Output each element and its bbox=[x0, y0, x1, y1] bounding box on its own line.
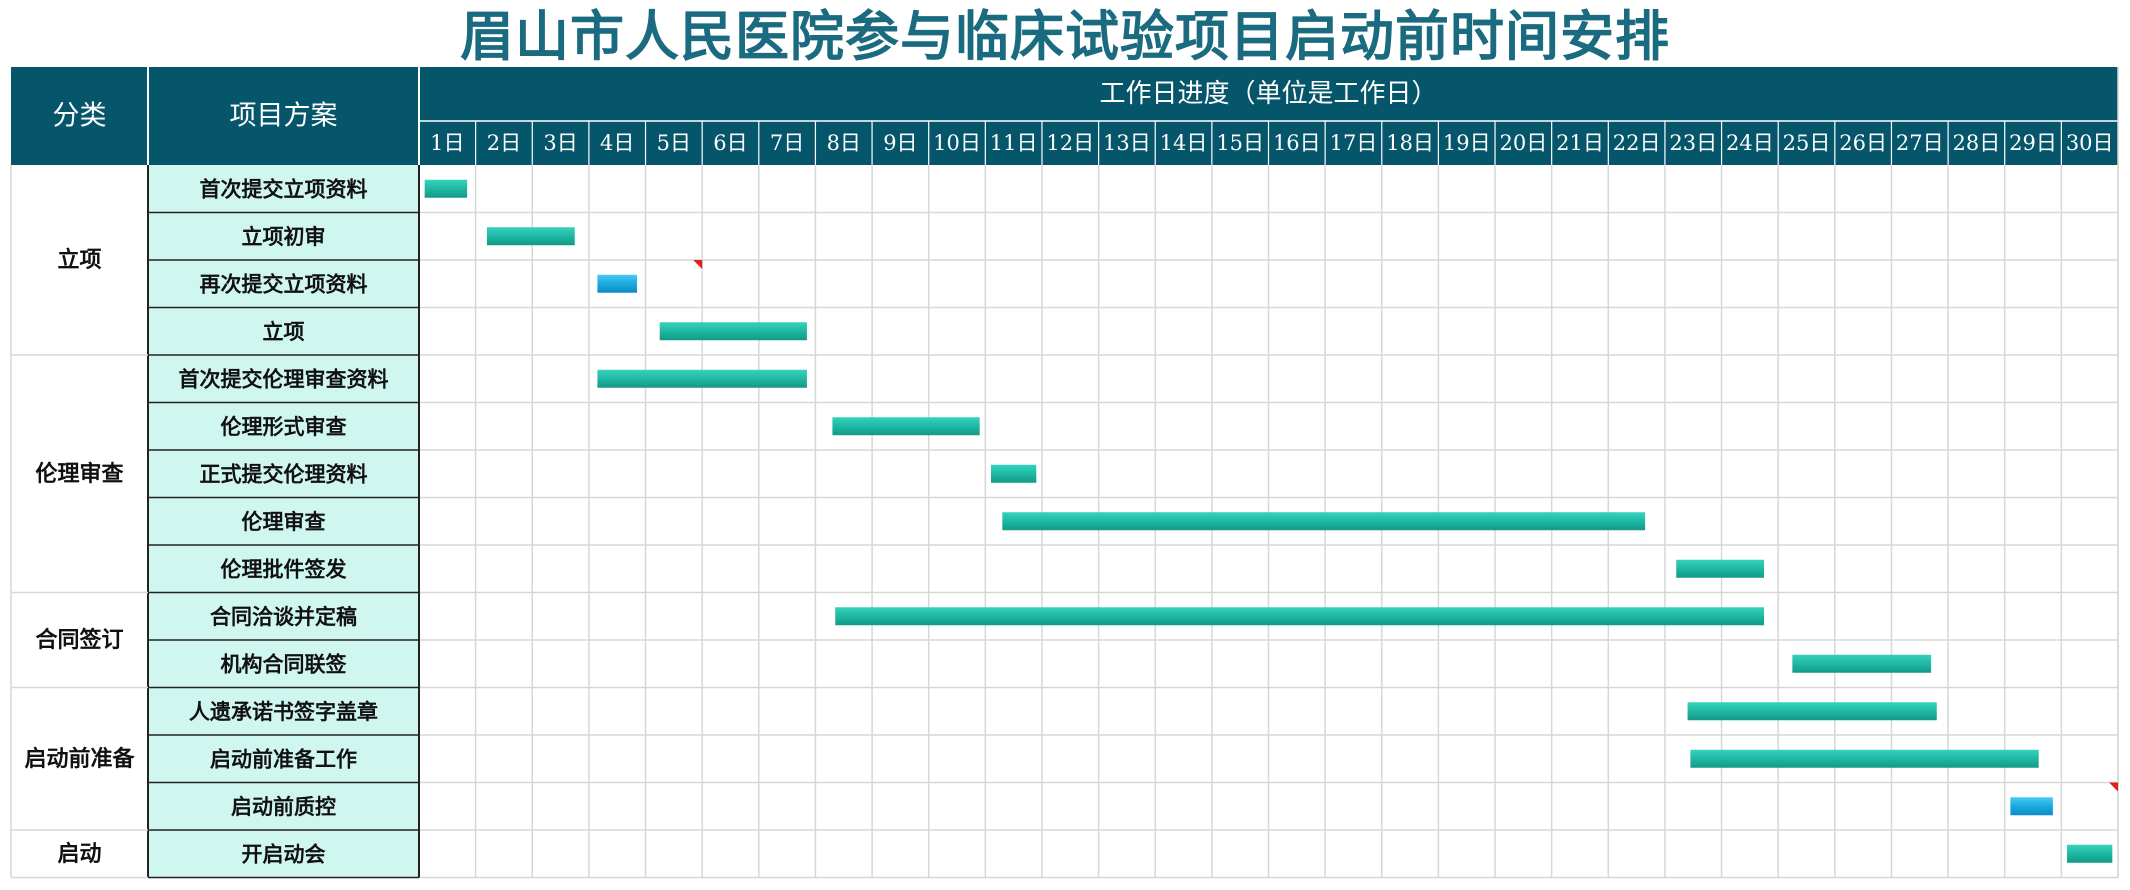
task-bar bbox=[1002, 512, 1646, 531]
category-label: 伦理审查 bbox=[35, 461, 123, 487]
day-label: 23日 bbox=[1669, 131, 1717, 155]
day-label: 6日 bbox=[713, 131, 747, 155]
day-label: 16日 bbox=[1273, 131, 1321, 155]
comment-marker bbox=[693, 260, 703, 269]
day-label: 2日 bbox=[487, 131, 521, 155]
day-label: 14日 bbox=[1160, 131, 1208, 155]
task-bar bbox=[659, 322, 807, 341]
timeline-header: 工作日进度（单位是工作日） bbox=[1099, 79, 1437, 109]
day-label: 11日 bbox=[990, 131, 1038, 155]
day-label: 25日 bbox=[1783, 131, 1831, 155]
category-label: 合同签订 bbox=[35, 627, 123, 653]
task-label: 启动前准备工作 bbox=[210, 746, 357, 771]
task-label: 首次提交伦理审查资料 bbox=[179, 366, 389, 391]
task-bar bbox=[486, 227, 575, 246]
task-header: 项目方案 bbox=[230, 101, 338, 132]
day-label: 24日 bbox=[1726, 131, 1774, 155]
task-bar bbox=[1687, 702, 1937, 721]
category-label: 启动前准备 bbox=[24, 746, 135, 772]
day-label: 5日 bbox=[657, 131, 691, 155]
day-label: 12日 bbox=[1046, 131, 1094, 155]
task-bar bbox=[1792, 654, 1932, 673]
task-label: 机构合同联签 bbox=[221, 651, 348, 676]
day-label: 8日 bbox=[827, 131, 861, 155]
comment-marker bbox=[2109, 782, 2118, 792]
task-label: 伦理批件签发 bbox=[221, 556, 348, 581]
day-label: 17日 bbox=[1330, 131, 1378, 155]
page-title: 眉山市人民医院参与临床试验项目启动前时间安排 bbox=[460, 4, 1670, 68]
task-bar bbox=[832, 417, 980, 436]
day-label: 4日 bbox=[600, 131, 634, 155]
task-bar bbox=[597, 274, 638, 293]
task-bar bbox=[424, 179, 468, 198]
header-background bbox=[11, 67, 2118, 165]
task-bar bbox=[2067, 844, 2113, 863]
task-bar bbox=[597, 369, 807, 388]
task-bar bbox=[835, 607, 1765, 626]
day-label: 3日 bbox=[543, 131, 577, 155]
task-label: 启动前质控 bbox=[231, 794, 336, 819]
day-label: 7日 bbox=[770, 131, 804, 155]
day-label: 18日 bbox=[1386, 131, 1434, 155]
task-bar bbox=[1690, 749, 2039, 768]
category-label: 启动 bbox=[57, 841, 101, 867]
day-label: 9日 bbox=[883, 131, 917, 155]
task-label: 伦理形式审查 bbox=[221, 414, 347, 439]
task-label: 立项 bbox=[263, 319, 305, 344]
task-label: 开启动会 bbox=[242, 841, 326, 866]
day-label: 10日 bbox=[933, 131, 981, 155]
day-label: 15日 bbox=[1216, 131, 1264, 155]
task-column-background bbox=[148, 165, 419, 878]
task-label: 立项初审 bbox=[242, 224, 326, 249]
task-label: 首次提交立项资料 bbox=[200, 176, 368, 201]
day-label: 27日 bbox=[1896, 131, 1944, 155]
task-label: 再次提交立项资料 bbox=[200, 271, 368, 296]
day-label: 30日 bbox=[2066, 131, 2114, 155]
category-label: 立项 bbox=[57, 247, 101, 273]
task-bar bbox=[2010, 797, 2053, 816]
day-label: 26日 bbox=[1839, 131, 1887, 155]
day-label: 29日 bbox=[2009, 131, 2057, 155]
day-label: 20日 bbox=[1499, 131, 1547, 155]
day-label: 22日 bbox=[1613, 131, 1661, 155]
day-label: 21日 bbox=[1556, 131, 1604, 155]
day-label: 1日 bbox=[430, 131, 464, 155]
task-label: 伦理审查 bbox=[242, 509, 326, 534]
task-bar bbox=[1676, 559, 1765, 578]
task-label: 合同洽谈并定稿 bbox=[210, 604, 357, 629]
day-label: 19日 bbox=[1443, 131, 1491, 155]
category-header: 分类 bbox=[53, 101, 107, 132]
day-label: 13日 bbox=[1103, 131, 1151, 155]
task-bar bbox=[990, 464, 1037, 483]
task-label: 正式提交伦理资料 bbox=[200, 461, 368, 486]
task-label: 人遗承诺书签字盖章 bbox=[189, 699, 378, 724]
day-label: 28日 bbox=[1953, 131, 2001, 155]
